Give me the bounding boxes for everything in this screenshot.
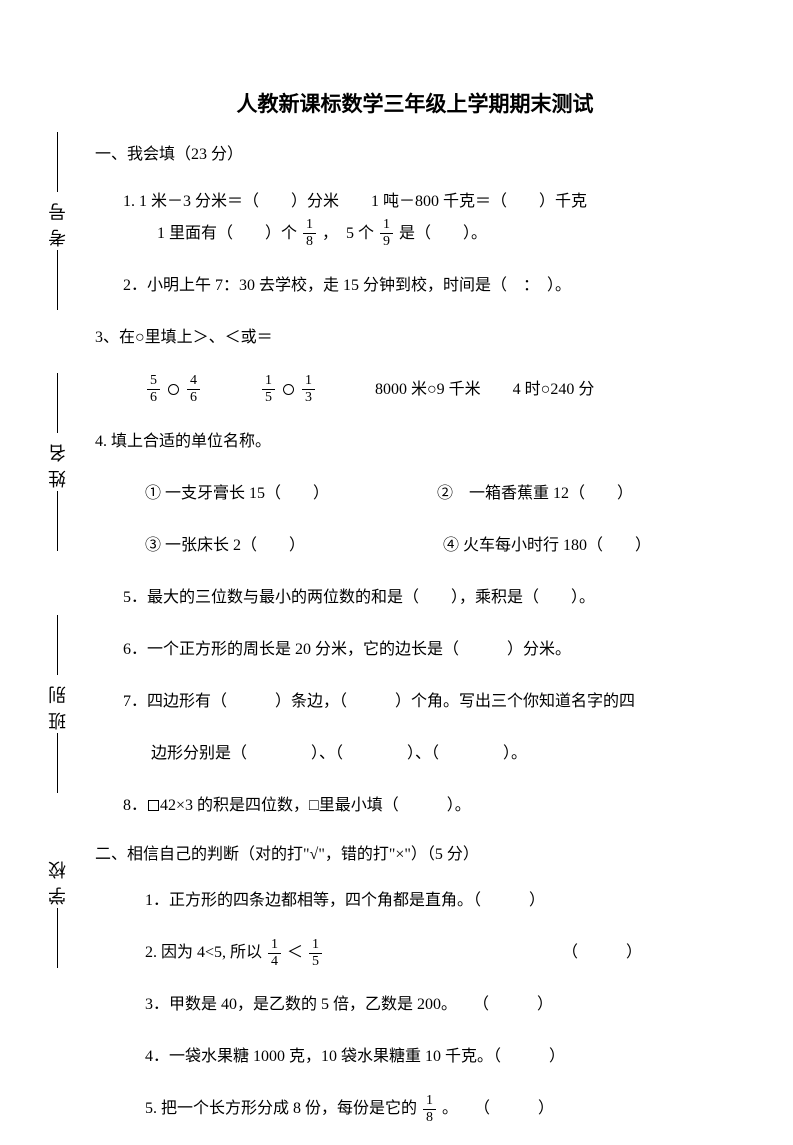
question-1-3-header: 3、在○里填上＞、＜或＝ bbox=[95, 322, 735, 354]
question-1-4-row2: ③ 一张床长 2（ ） ④ 火车每小时行 180（ ） bbox=[95, 530, 735, 562]
fill-line bbox=[58, 908, 59, 968]
q1-text-b1: 1 里面有（ ）个 bbox=[157, 225, 297, 242]
q1-text-a: 1. 1 米－3 分米＝（ ）分米 1 吨－800 千克＝（ ）千克 bbox=[123, 193, 587, 210]
q8-post: 42×3 的积是四位数，□里最小填（ ）。 bbox=[160, 797, 471, 814]
exam-content: 人教新课标数学三年级上学期期末测试 一、我会填（23 分） 1. 1 米－3 分… bbox=[95, 88, 735, 1145]
square-blank bbox=[148, 800, 159, 811]
question-2-1: 1．正方形的四条边都相等，四个角都是直角。（ ） bbox=[95, 885, 735, 917]
question-1-4-row1: ① 一支牙膏长 15（ ） ② 一箱香蕉重 12（ ） bbox=[95, 478, 735, 510]
fraction-1-5b: 15 bbox=[309, 938, 322, 969]
question-1-7b: 边形分别是（ ）、（ ）、（ ）。 bbox=[95, 738, 735, 770]
question-1-7a: 7．四边形有（ ）条边，（ ）个角。写出三个你知道名字的四 bbox=[95, 686, 735, 718]
fraction-4-6: 46 bbox=[187, 374, 200, 405]
q3-tail: 8000 米○9 千米 4 时○240 分 bbox=[375, 381, 594, 398]
q2-2-post: （ ） bbox=[562, 944, 642, 961]
question-1-6: 6．一个正方形的周长是 20 分米，它的边长是（ ）分米。 bbox=[95, 634, 735, 666]
question-1-3-body: 56 46 15 13 8000 米○9 千米 4 时○240 分 bbox=[95, 374, 735, 406]
q1-text-b3: 是（ ）。 bbox=[399, 225, 487, 242]
exam-title: 人教新课标数学三年级上学期期末测试 bbox=[95, 88, 735, 118]
compare-circle bbox=[168, 384, 179, 395]
fill-line bbox=[58, 132, 59, 192]
question-1-1: 1. 1 米－3 分米＝（ ）分米 1 吨－800 千克＝（ ）千克 1 里面有… bbox=[95, 186, 735, 250]
fill-line bbox=[58, 491, 59, 551]
sidebar-item-class: 班别 bbox=[45, 612, 71, 796]
question-1-4-header: 4. 填上合适的单位名称。 bbox=[95, 426, 735, 458]
fraction-1-4: 14 bbox=[268, 938, 281, 969]
question-1-8: 8． 42×3 的积是四位数，□里最小填（ ）。 bbox=[95, 790, 735, 822]
fraction-1-3: 13 bbox=[302, 374, 315, 405]
q8-pre: 8． bbox=[123, 797, 147, 814]
question-1-2: 2．小明上午 7：30 去学校，走 15 分钟到校，时间是（ ： ）。 bbox=[95, 270, 735, 302]
question-2-2: 2. 因为 4<5, 所以 14 ＜ 15 （ ） bbox=[95, 937, 735, 969]
q2-2-lt: ＜ bbox=[287, 944, 303, 961]
sidebar-item-school: 学校 bbox=[45, 853, 71, 971]
q2-5-pre: 5. 把一个长方形分成 8 份，每份是它的 bbox=[145, 1100, 417, 1117]
fill-line bbox=[58, 615, 59, 675]
question-1-5: 5．最大的三位数与最小的两位数的和是（ ），乘积是（ ）。 bbox=[95, 582, 735, 614]
q4-4: ④ 火车每小时行 180（ ） bbox=[443, 537, 651, 554]
q4-1: ① 一支牙膏长 15（ ） bbox=[145, 485, 329, 502]
sidebar-item-name: 姓名 bbox=[45, 370, 71, 554]
sidebar-label: 姓名 bbox=[45, 436, 71, 488]
binding-sidebar: 考号 姓名 班别 学校 bbox=[38, 100, 78, 1000]
fraction-1-5: 15 bbox=[262, 374, 275, 405]
sidebar-label: 考号 bbox=[45, 195, 71, 247]
fraction-1-9: 19 bbox=[380, 218, 393, 249]
sidebar-label: 学校 bbox=[45, 853, 71, 905]
fill-line bbox=[58, 250, 59, 310]
question-2-5: 5. 把一个长方形分成 8 份，每份是它的 18 。 （ ） bbox=[95, 1093, 735, 1125]
fraction-1-8b: 18 bbox=[423, 1094, 436, 1125]
q4-3: ③ 一张床长 2（ ） bbox=[145, 537, 305, 554]
fill-line bbox=[58, 373, 59, 433]
fraction-5-6: 56 bbox=[147, 374, 160, 405]
q2-2-pre: 2. 因为 4<5, 所以 bbox=[145, 944, 262, 961]
fraction-1-8: 18 bbox=[303, 218, 316, 249]
q2-5-post: 。 （ ） bbox=[442, 1100, 554, 1117]
q4-2: ② 一箱香蕉重 12（ ） bbox=[437, 485, 633, 502]
sidebar-item-examno: 考号 bbox=[45, 129, 71, 313]
question-2-4: 4．一袋水果糖 1000 克，10 袋水果糖重 10 千克。（ ） bbox=[95, 1041, 735, 1073]
fill-line bbox=[58, 733, 59, 793]
compare-circle bbox=[283, 384, 294, 395]
sidebar-label: 班别 bbox=[45, 678, 71, 730]
q1-text-b2: ， 5 个 bbox=[322, 225, 374, 242]
question-2-3: 3．甲数是 40，是乙数的 5 倍，乙数是 200。 （ ） bbox=[95, 989, 735, 1021]
section-2-header: 二、相信自己的判断（对的打"√"，错的打"×"）（5 分） bbox=[95, 842, 735, 868]
section-1-header: 一、我会填（23 分） bbox=[95, 142, 735, 168]
